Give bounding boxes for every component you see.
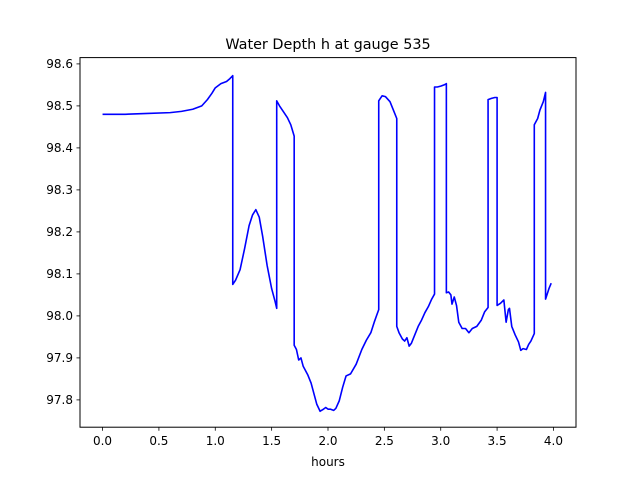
x-tick-label: 2.5 bbox=[375, 434, 394, 448]
y-axis-ticks: 97.8 97.9 98.0 98.1 98.2 98.3 98.4 98.5 98.6 bbox=[46, 57, 80, 407]
x-tick-label: 0.0 bbox=[93, 434, 112, 448]
y-tick-label: 98.3 bbox=[46, 183, 73, 197]
plot-frame bbox=[79, 57, 577, 428]
x-tick-label: 3.0 bbox=[431, 434, 450, 448]
y-tick-label: 98.2 bbox=[46, 225, 73, 239]
y-tick-label: 98.4 bbox=[46, 141, 73, 155]
y-tick-label: 98.0 bbox=[46, 309, 73, 323]
series-line-0 bbox=[102, 74, 552, 413]
y-tick-label: 98.1 bbox=[46, 267, 73, 281]
x-tick-label: 1.0 bbox=[206, 434, 225, 448]
y-tick-label: 97.9 bbox=[46, 351, 73, 365]
y-tick-label: 98.5 bbox=[46, 99, 73, 113]
x-tick-label: 4.0 bbox=[544, 434, 563, 448]
x-tick-label: 1.5 bbox=[262, 434, 281, 448]
y-tick-label: 98.6 bbox=[46, 57, 73, 71]
chart-title: Water Depth h at gauge 535 bbox=[225, 37, 430, 53]
y-tick-label: 97.8 bbox=[46, 393, 73, 407]
x-tick-label: 0.5 bbox=[149, 434, 168, 448]
x-axis-ticks: 0.0 0.5 1.0 1.5 2.0 2.5 3.0 3.5 4.0 bbox=[93, 427, 563, 448]
x-axis-label: hours bbox=[311, 455, 345, 469]
x-tick-label: 3.5 bbox=[488, 434, 507, 448]
x-tick-label: 2.0 bbox=[318, 434, 337, 448]
series-layer bbox=[102, 74, 552, 413]
